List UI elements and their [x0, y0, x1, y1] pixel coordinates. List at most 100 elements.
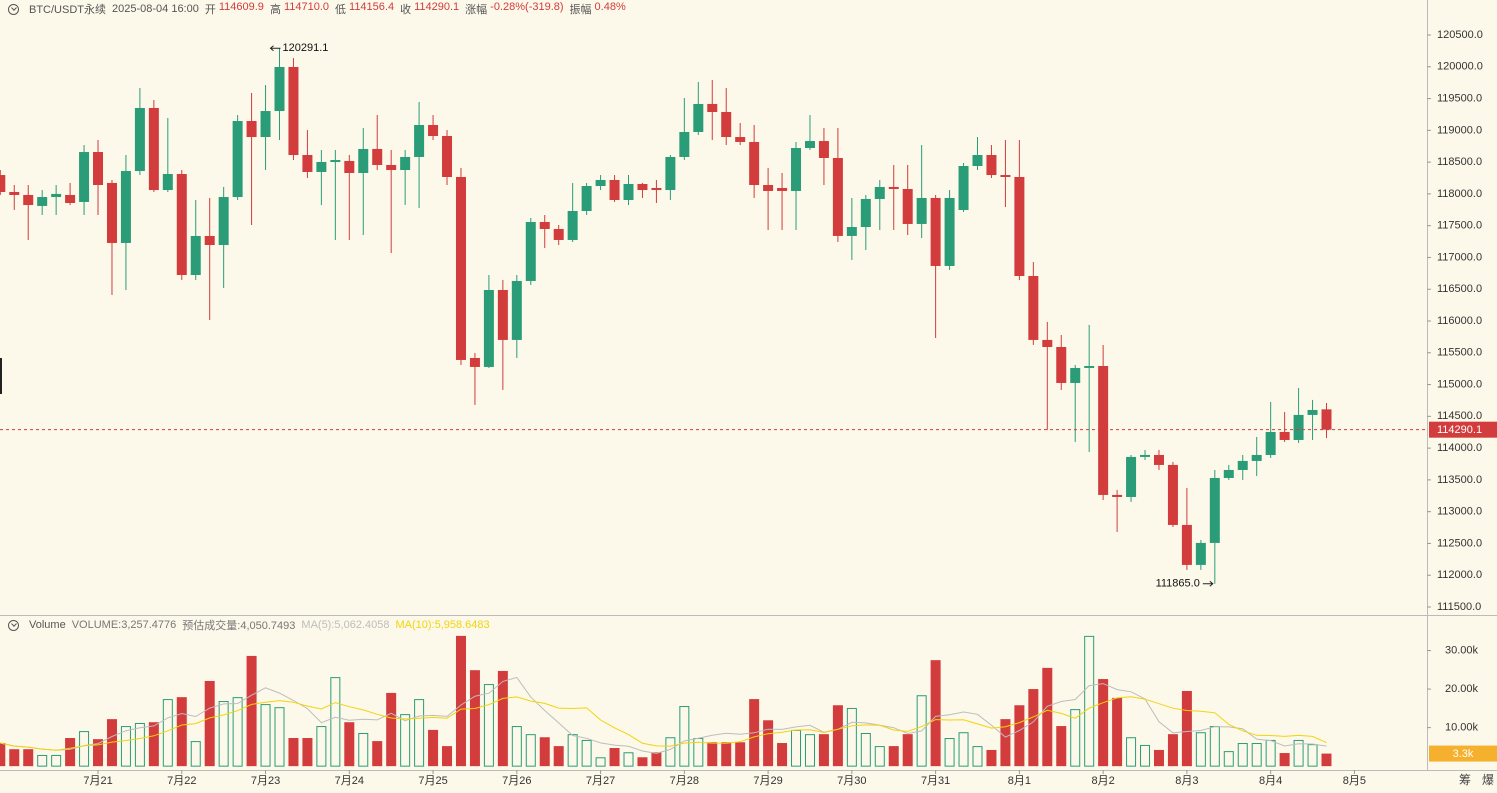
field-label: 低	[335, 4, 347, 16]
field: 低 114156.4	[335, 1, 394, 17]
y-tick-label: 112500.0	[1437, 537, 1482, 549]
symbol: BTC/USDT永续	[29, 4, 106, 16]
volume-bar	[1237, 743, 1248, 767]
y-tick-label: 112000.0	[1437, 569, 1482, 581]
y-tick-label: 117500.0	[1437, 220, 1482, 232]
volume-bar	[497, 670, 508, 767]
field-label: 开	[204, 4, 216, 16]
annotation-arrow	[269, 45, 281, 52]
candle-body	[1014, 176, 1025, 277]
volume-bar	[1251, 743, 1262, 767]
volume-bar	[1042, 667, 1053, 767]
volume-bar	[1209, 726, 1220, 767]
x-tick-label: 7月26	[502, 775, 531, 787]
last-volume-label: 3.3k	[1453, 748, 1474, 760]
field: 收 114290.1	[400, 1, 459, 17]
candle-body	[707, 103, 718, 112]
candle-body	[1265, 431, 1276, 455]
volume-bar	[176, 697, 187, 767]
x-tick-label: 7月28	[670, 775, 699, 787]
volume-bar	[1014, 705, 1025, 767]
collapse-icon[interactable]	[8, 3, 19, 15]
candle-body	[1028, 276, 1039, 340]
volume-bar	[1293, 739, 1304, 767]
candle-body	[609, 179, 620, 201]
x-tick-label: 8月2	[1092, 775, 1115, 787]
candle-body	[358, 148, 369, 173]
annotation-arrow	[1202, 580, 1214, 587]
volume-bar	[260, 704, 271, 767]
candle-body	[1321, 409, 1332, 430]
candle-body	[302, 155, 313, 172]
volume-bar	[665, 737, 676, 767]
candle-body	[1112, 494, 1123, 497]
low-annotation: 111865.0	[1156, 578, 1200, 590]
candle-body	[735, 137, 746, 142]
candle-body	[1307, 409, 1318, 415]
volume-bar	[455, 635, 466, 767]
volume-bar	[958, 732, 969, 767]
indicator-title: Volume	[29, 619, 66, 631]
y-tick-label: 120000.0	[1437, 61, 1483, 73]
y-tick-label: 119000.0	[1437, 124, 1482, 136]
volume-bar	[1307, 744, 1318, 767]
volume-bar	[1084, 635, 1095, 767]
candle-body	[916, 197, 927, 224]
volume-bar	[190, 741, 201, 767]
volume-bar	[1098, 679, 1109, 767]
volume-bar	[37, 754, 48, 767]
candle-body	[93, 152, 104, 186]
candle-body	[176, 174, 187, 275]
volume-bar	[637, 757, 648, 767]
candle-body	[651, 187, 662, 191]
timestamp: 2025-08-04 16:00	[112, 3, 199, 15]
indicator-value: MA(5):5,062.4058	[301, 619, 390, 631]
volume-bar	[330, 677, 341, 767]
volume-bar	[860, 733, 871, 767]
candle-body	[637, 183, 648, 191]
edge-marker	[0, 358, 2, 394]
candle-body	[1098, 366, 1109, 495]
candle-body	[1223, 469, 1234, 478]
candle-body	[218, 197, 229, 245]
collapse-icon[interactable]	[8, 619, 19, 631]
indicator-value: MA(10):5,958.6483	[395, 619, 490, 631]
last-price-box	[1429, 421, 1497, 438]
x-tick-label: 7月31	[921, 775, 950, 787]
candle-body	[1279, 431, 1290, 440]
candle-body	[1070, 367, 1081, 383]
x-tick-label: 7月27	[586, 775, 615, 787]
candle-body	[483, 289, 494, 367]
indicator-value: 预估成交量:4,050.7493	[182, 620, 296, 632]
footer-button[interactable]: 筹	[1459, 773, 1471, 787]
candle-body	[162, 174, 173, 191]
candle-body	[804, 141, 815, 149]
candle-body	[148, 107, 159, 191]
volume-bar	[246, 655, 257, 767]
y-tick-label: 116000.0	[1437, 315, 1482, 327]
volume-bar	[232, 697, 243, 767]
volume-bar	[986, 749, 997, 767]
volume-bar	[567, 734, 578, 767]
y-tick-label: 114500.0	[1437, 410, 1482, 422]
field-value: 114290.1	[414, 1, 460, 13]
high-annotation: 120291.1	[283, 42, 329, 54]
x-tick-label: 8月5	[1343, 775, 1366, 787]
candle-body	[679, 131, 690, 157]
volume-bar	[274, 707, 285, 767]
price-header: BTC/USDT永续 2025-08-04 16:00 开 114609.9 高 1147…	[8, 1, 626, 17]
candle-body	[1251, 454, 1262, 461]
candle-body	[818, 141, 829, 158]
volume-bar	[874, 746, 885, 767]
footer-button[interactable]: 爆	[1482, 773, 1494, 787]
candle-body	[330, 160, 341, 162]
candle-body	[1293, 414, 1304, 440]
indicator-value: VOLUME:3,257.4776	[71, 619, 177, 631]
volume-bar	[400, 714, 411, 767]
volume-bar	[288, 738, 299, 767]
volume-bar	[525, 734, 536, 767]
y-tick-label: 118500.0	[1437, 156, 1482, 168]
candle-body	[832, 157, 843, 236]
